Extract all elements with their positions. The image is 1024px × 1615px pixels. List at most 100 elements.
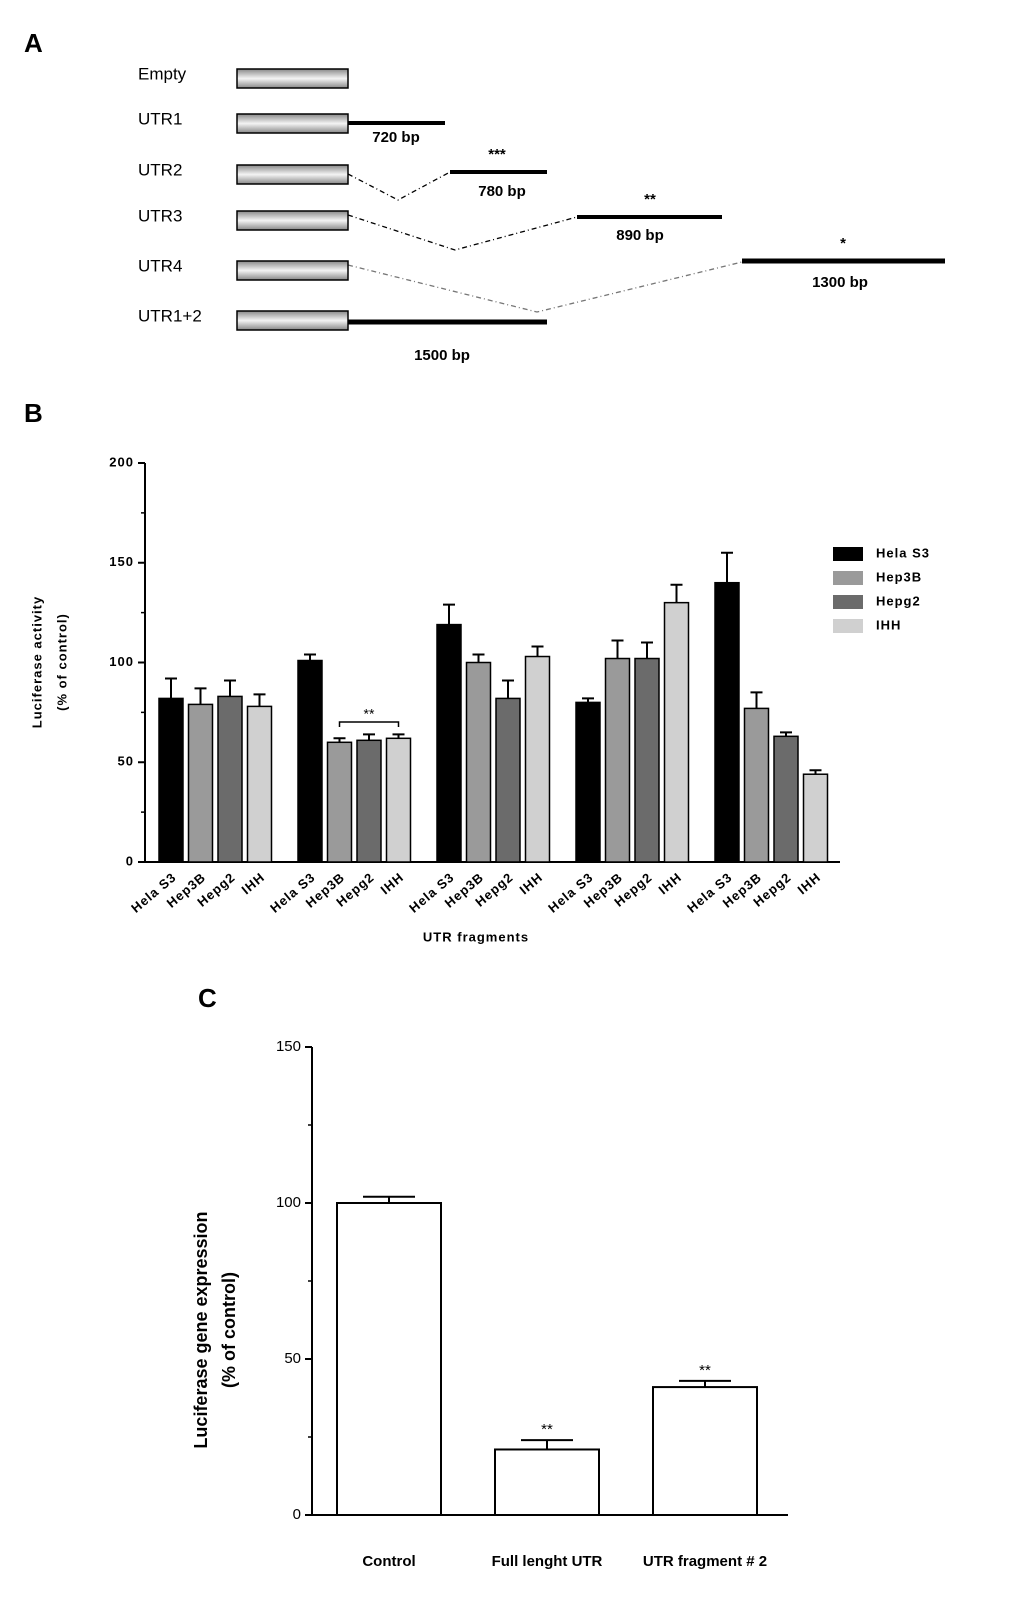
bar [663, 601, 690, 863]
legend-label: Hep3B [876, 569, 922, 584]
legend-label: Hepg2 [876, 593, 921, 608]
bar [246, 705, 273, 863]
error-bar [194, 687, 207, 705]
error-bar [392, 733, 405, 739]
error-bar [333, 737, 346, 743]
significance: ** [644, 191, 656, 208]
y-tick-label: 100 [109, 654, 134, 669]
error-bar [809, 769, 822, 775]
x-tick-label: IHH [517, 869, 546, 897]
significance: * [840, 235, 846, 252]
error-bar [224, 679, 236, 697]
y-axis-label: Luciferase activity [29, 596, 44, 728]
size-label: 1500 bp [414, 347, 470, 364]
x-tick-label: Control [362, 1553, 415, 1570]
bar [714, 581, 740, 863]
vector-box [236, 164, 349, 185]
vector-box [236, 260, 349, 281]
row-label: UTR1+2 [138, 306, 202, 325]
error-bar [304, 653, 316, 661]
error-bar [641, 641, 653, 659]
bar [187, 703, 214, 863]
annotation: ** [699, 1362, 711, 1379]
connector [347, 214, 578, 251]
bar [217, 695, 243, 863]
error-bar [780, 731, 792, 737]
x-tick-label: IHH [378, 869, 407, 897]
y-axis-label: (% of control) [219, 1272, 239, 1388]
error-bar [363, 733, 375, 741]
error-bar [363, 1195, 415, 1203]
connector [347, 261, 743, 313]
bar [336, 1202, 442, 1516]
y-axis-label: Luciferase gene expression [191, 1211, 211, 1448]
row-label: UTR1 [138, 109, 182, 128]
error-bar [582, 697, 594, 703]
bar [575, 701, 601, 863]
panel-label: A [24, 28, 43, 58]
error-bar [443, 603, 455, 625]
y-tick-label: 0 [126, 853, 134, 868]
legend-swatch [833, 619, 863, 633]
panel-label: C [198, 983, 217, 1013]
vector-box [236, 68, 349, 89]
y-tick-label: 150 [109, 554, 134, 569]
bar [436, 623, 462, 863]
significance: *** [488, 146, 506, 163]
bar [297, 659, 323, 863]
bar [743, 707, 770, 863]
bar [652, 1386, 758, 1516]
connector [347, 171, 451, 201]
row-label: UTR2 [138, 160, 182, 179]
error-bar [502, 679, 514, 699]
error-bar [750, 691, 763, 709]
y-tick-label: 100 [276, 1194, 301, 1211]
error-bar [721, 551, 733, 583]
bar [802, 773, 829, 863]
x-tick-label: IHH [656, 869, 685, 897]
legend-label: Hela S3 [876, 545, 930, 560]
size-label: 1300 bp [812, 274, 868, 291]
size-label: 780 bp [478, 183, 526, 200]
y-tick-label: 200 [109, 454, 134, 469]
x-tick-label: IHH [239, 869, 268, 897]
error-bar [521, 1439, 573, 1450]
bar [158, 697, 184, 863]
bracket [338, 721, 400, 727]
bar [465, 661, 492, 863]
size-label: 890 bp [616, 227, 664, 244]
bar [524, 655, 551, 863]
legend-swatch [833, 571, 863, 585]
bar [326, 741, 353, 863]
size-label: 720 bp [372, 129, 420, 146]
bar [494, 1448, 600, 1516]
row-label: UTR3 [138, 206, 182, 225]
x-tick-label: Full lenght UTR [492, 1553, 603, 1570]
error-bar [611, 639, 624, 659]
y-axis-label: (% of control) [54, 613, 69, 711]
vector-box [236, 210, 349, 231]
legend-swatch [833, 547, 863, 561]
annotation: ** [364, 706, 375, 722]
error-bar [679, 1379, 731, 1388]
bar [634, 657, 660, 863]
error-bar [165, 677, 177, 699]
annotation: ** [541, 1421, 553, 1438]
error-bar [253, 693, 266, 707]
bar [356, 739, 382, 863]
error-bar [670, 583, 683, 603]
legend-label: IHH [876, 617, 901, 632]
diagram [347, 121, 945, 325]
bar [385, 737, 412, 863]
row-label: Empty [138, 64, 187, 83]
y-tick-label: 0 [293, 1506, 301, 1523]
panel-label: B [24, 398, 43, 428]
x-axis-label: UTR fragments [423, 929, 529, 944]
y-tick-label: 50 [118, 754, 134, 769]
row-label: UTR4 [138, 256, 182, 275]
error-bar [472, 653, 485, 663]
vector-box [236, 113, 349, 134]
y-tick-label: 50 [284, 1350, 301, 1367]
bar [604, 657, 631, 863]
